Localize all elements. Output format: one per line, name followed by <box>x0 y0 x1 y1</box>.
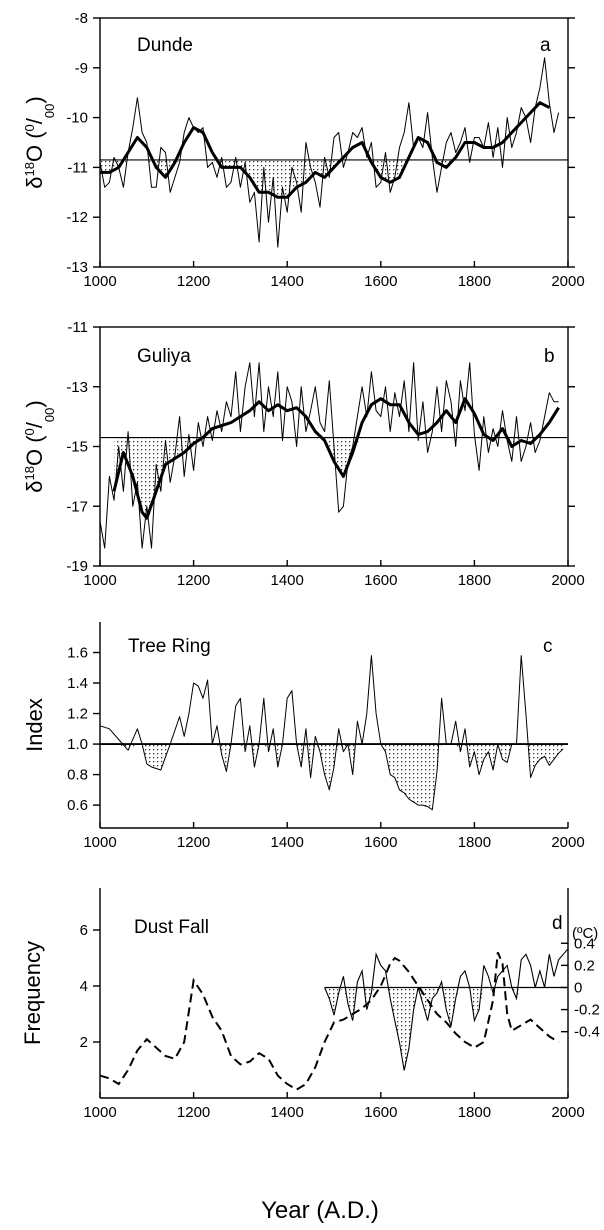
x-tick-label: 2000 <box>551 834 584 851</box>
y-tick-label: -9 <box>75 60 88 77</box>
panel-c: 1000 1200 1400 1600 1800 2000 1.6 1.4 1.2 1.0 0.8 0… <box>22 622 585 851</box>
x-tick-label: 1800 <box>458 572 491 589</box>
y2-tick-label: -0.4 <box>574 1024 600 1041</box>
raw-series-line <box>99 655 564 811</box>
x-tick-label: 1200 <box>177 834 210 851</box>
y-tick-label: -12 <box>66 209 88 226</box>
y-tick-label: 6 <box>80 922 88 939</box>
y-axis-label: Frequency <box>20 941 45 1045</box>
x-tick-label: 1400 <box>271 834 304 851</box>
dust-frequency-dashed-line <box>99 952 560 1091</box>
x-tick-label: 1800 <box>458 1104 491 1121</box>
panel-letter: d <box>552 913 563 934</box>
x-tick-label: 1600 <box>364 273 397 290</box>
y-axis-label-part: O ( <box>22 435 47 466</box>
y-axis-label: Index <box>22 698 47 752</box>
y-axis-label-part: / <box>22 117 47 124</box>
y-axis-label-part: 18 <box>22 466 37 480</box>
panels: 1000 1200 1400 1600 1800 2000-8-9-10-11-12-13… <box>20 10 600 1121</box>
x-tick-label: 1400 <box>271 1104 304 1121</box>
x-tick-label: 2000 <box>551 572 584 589</box>
x-tick-label: 1800 <box>458 834 491 851</box>
shaded-anomaly <box>114 437 559 519</box>
y-axis-label-part: δ <box>22 480 47 492</box>
y-axis-label-part: 18 <box>22 162 37 176</box>
panel-letter: c <box>543 636 553 657</box>
x-tick-label: 1000 <box>83 572 116 589</box>
y-axis-label-part: ) <box>22 400 47 407</box>
y-tick-label: -13 <box>66 259 88 276</box>
x-tick-label: 1200 <box>177 1104 210 1121</box>
x-tick-label: 1000 <box>83 1104 116 1121</box>
x-axis-label: Year (A.D.) <box>261 1197 379 1224</box>
panel-title: Dunde <box>137 35 193 56</box>
x-tick-label: 1800 <box>458 273 491 290</box>
y-tick-label: 1.0 <box>67 736 88 753</box>
x-tick-label: 2000 <box>551 273 584 290</box>
y-axis-label: δ18O (0/00) <box>22 400 57 492</box>
y-tick-label: 1.2 <box>67 706 88 723</box>
panel-b: 1000 1200 1400 1600 1800 2000-11-13-15-17-19G… <box>22 319 585 589</box>
y-axis-label-part: 00 <box>42 104 57 118</box>
y-tick-label: 0.8 <box>67 767 88 784</box>
y-axis-label-part: 0 <box>22 124 37 131</box>
y2-tick-label: 0 <box>574 979 582 996</box>
y2-axis-unit: (ºC) <box>572 925 598 942</box>
y-tick-label: -13 <box>66 379 88 396</box>
panel-title: Tree Ring <box>128 636 211 657</box>
x-tick-label: 2000 <box>551 1104 584 1121</box>
y-tick-label: -19 <box>66 558 88 575</box>
raw-series-line <box>99 57 560 248</box>
y-axis-label-part: 00 <box>42 408 57 422</box>
x-tick-label: 1600 <box>364 1104 397 1121</box>
x-tick-label: 1600 <box>364 572 397 589</box>
y-tick-label: 0.6 <box>67 797 88 814</box>
shaded-anomaly <box>100 159 550 198</box>
x-tick-label: 1200 <box>177 273 210 290</box>
smoothed-series-line <box>112 397 560 520</box>
y-axis-label-part: ) <box>22 96 47 103</box>
y-tick-label: -10 <box>66 110 88 127</box>
y2-tick-label: 0.2 <box>574 957 595 974</box>
panel-d: 1000 1200 1400 1600 1800 2000 6 4 2 0.4 0.2 0 -0.2 -0… <box>20 888 600 1121</box>
y-axis-label-part: / <box>22 421 47 428</box>
y-tick-label: 1.4 <box>67 675 88 692</box>
panel-letter: b <box>544 346 555 367</box>
x-tick-label: 1400 <box>271 273 304 290</box>
y2-tick-label: 0.4 <box>574 935 595 952</box>
y-tick-label: 4 <box>80 978 88 995</box>
plot-frame <box>99 17 569 268</box>
panel-title: Guliya <box>137 346 191 367</box>
y-tick-label: -8 <box>75 10 88 27</box>
y-tick-label: -17 <box>66 498 88 515</box>
smoothed-series-line <box>100 101 550 199</box>
x-tick-label: 1000 <box>83 834 116 851</box>
y-tick-label: -11 <box>67 319 88 336</box>
panel-letter: a <box>540 35 551 56</box>
y-axis-label-part: O ( <box>22 131 47 162</box>
temperature-line <box>324 948 569 1071</box>
y-tick-label: 1.6 <box>67 645 88 662</box>
shaded-anomaly <box>324 987 568 1071</box>
y2-tick-label: -0.2 <box>574 1002 600 1019</box>
y-tick-label: -15 <box>66 439 88 456</box>
x-tick-label: 1600 <box>364 834 397 851</box>
y-axis-label-part: 0 <box>22 428 37 435</box>
y-axis-label: δ18O (0/00) <box>22 96 57 188</box>
x-tick-label: 1200 <box>177 572 210 589</box>
panel-title: Dust Fall <box>134 917 209 938</box>
y-axis-label-part: δ <box>22 176 47 188</box>
x-tick-label: 1400 <box>271 572 304 589</box>
x-tick-label: 1000 <box>83 273 116 290</box>
y-tick-label: 2 <box>80 1034 88 1051</box>
y-tick-label: -11 <box>67 159 88 176</box>
panel-a: 1000 1200 1400 1600 1800 2000-8-9-10-11-12-13… <box>22 10 585 290</box>
